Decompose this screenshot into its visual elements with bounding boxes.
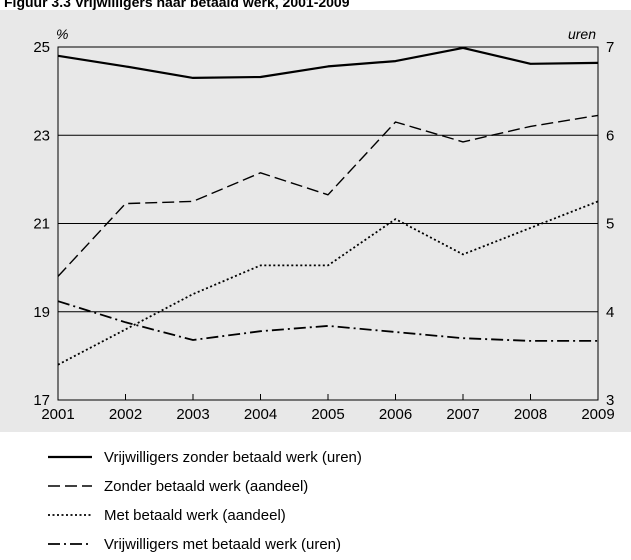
y-left-tick-label: 21 xyxy=(33,216,50,233)
legend-label-4: Vrijwilligers met betaald werk (uren) xyxy=(104,536,341,553)
y-left-tick-label: 23 xyxy=(33,127,50,144)
y-right-tick-label: 5 xyxy=(606,216,614,233)
series-line-1 xyxy=(57,46,599,80)
y-right-tick-label: 6 xyxy=(606,127,614,144)
legend-label-3: Met betaald werk (aandeel) xyxy=(104,507,286,524)
x-tick-label: 2002 xyxy=(109,406,142,423)
series-line-2 xyxy=(57,114,599,277)
chart-title: Figuur 3.3 Vrijwilligers naar betaald we… xyxy=(4,0,350,10)
x-tick-label: 2008 xyxy=(514,406,547,423)
legend-label-1: Vrijwilligers zonder betaald werk (uren) xyxy=(104,449,362,466)
x-tick-label: 2004 xyxy=(244,406,277,423)
series-line-4 xyxy=(57,300,598,342)
y-right-tick-label: 7 xyxy=(606,39,614,56)
legend-label-2: Zonder betaald werk (aandeel) xyxy=(104,478,308,495)
axes: 17 19 21 23 25 3 4 5 6 7 2001 2002 2003 2004 2005 2006 2… xyxy=(33,26,614,423)
series-line-3 xyxy=(57,200,599,366)
x-tick-label: 2006 xyxy=(379,406,412,423)
y-left-tick-label: 19 xyxy=(33,304,50,321)
x-tick-label: 2009 xyxy=(581,406,614,423)
x-tick-label: 2001 xyxy=(41,406,74,423)
y-right-axis-label: uren xyxy=(568,26,596,42)
y-left-tick-label: 17 xyxy=(33,392,50,409)
x-tick-label: 2007 xyxy=(446,406,479,423)
y-right-tick-label: 4 xyxy=(606,304,614,321)
legend: Vrijwilligers zonder betaald werk (uren)… xyxy=(48,449,362,553)
x-tick-label: 2005 xyxy=(311,406,344,423)
y-right-tick-label: 3 xyxy=(606,392,614,409)
x-tick-label: 2003 xyxy=(176,406,209,423)
y-left-tick-label: 25 xyxy=(33,39,50,56)
y-left-axis-label: % xyxy=(56,26,68,42)
series-lines xyxy=(57,46,599,366)
plot-background xyxy=(0,10,631,432)
